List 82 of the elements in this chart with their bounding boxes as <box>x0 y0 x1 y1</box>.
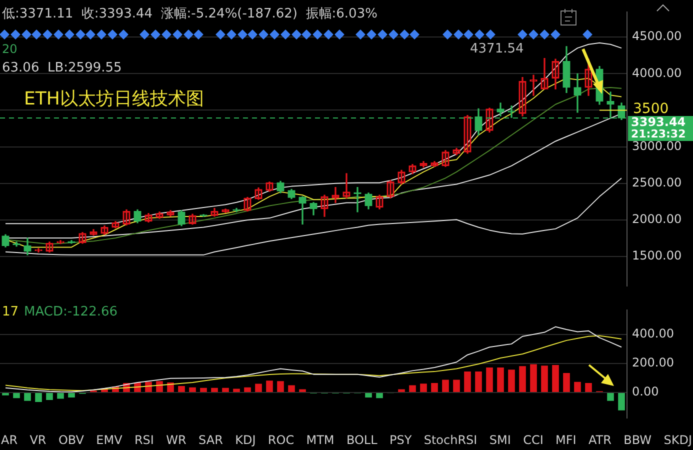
bar <box>68 393 75 398</box>
text: CCI <box>523 433 544 447</box>
bar <box>519 366 526 392</box>
bar <box>156 381 163 392</box>
bar <box>222 388 229 392</box>
bar <box>277 381 284 392</box>
y-tick-label: 200.00 <box>632 356 674 370</box>
bar <box>574 382 581 392</box>
bar <box>255 384 262 392</box>
candlestick <box>574 73 582 113</box>
text: EMV <box>96 433 122 447</box>
y-tick-label: 4500.00 <box>632 29 682 44</box>
text: MFI <box>556 433 576 447</box>
text: RSI <box>134 433 154 447</box>
bar <box>464 372 471 392</box>
annotation: 低:3371.11 收:3393.44 涨幅:-5.24%(-187.62) 振幅:6.03% <box>2 6 378 22</box>
bar <box>376 393 383 398</box>
bar <box>200 388 207 392</box>
bar <box>486 367 493 392</box>
bar <box>57 393 64 399</box>
text: StochRSI <box>424 433 478 447</box>
text: PSY <box>389 433 412 447</box>
text: KDJ <box>235 433 256 447</box>
text: 21:23:32 <box>631 127 686 140</box>
text: WR <box>166 433 186 447</box>
bar <box>497 367 504 392</box>
candlestick <box>298 196 306 225</box>
text: ATR <box>588 433 612 447</box>
bar <box>288 385 295 392</box>
text: SMI <box>489 433 511 447</box>
annotation: 20 <box>2 42 18 56</box>
bar <box>211 388 218 392</box>
y-tick-label: 400.00 <box>632 326 674 340</box>
bar <box>475 372 482 392</box>
text: BBW <box>624 433 652 447</box>
text: SAR <box>198 433 223 447</box>
bar <box>145 382 152 392</box>
bar <box>266 380 273 392</box>
y-tick-label: 3000.00 <box>632 138 682 153</box>
annotation: 17 <box>2 304 19 320</box>
bar <box>233 388 240 392</box>
y-tick-label: 2000.00 <box>632 212 682 226</box>
ref-line-label: 3500 <box>633 100 669 117</box>
text: OBV <box>58 433 84 447</box>
bar <box>46 393 53 400</box>
bar <box>541 366 548 392</box>
y-tick-label: 1500.00 <box>632 248 682 263</box>
annotation: 63.06 LB:2599.55 <box>2 60 122 76</box>
text: MTM <box>306 433 334 447</box>
y-tick-label: 4000.00 <box>632 66 682 80</box>
bar <box>431 383 438 392</box>
bar <box>178 386 185 392</box>
y-tick-label: 0.00 <box>632 384 659 399</box>
bar <box>13 393 20 398</box>
text: AR <box>1 433 18 447</box>
bar <box>607 393 614 401</box>
bar <box>618 393 625 410</box>
bar <box>420 384 427 392</box>
bar <box>409 385 416 392</box>
bar <box>244 387 251 392</box>
bar <box>563 373 570 392</box>
bar <box>35 393 42 402</box>
bar <box>189 387 196 392</box>
bar <box>299 389 306 392</box>
annotation: 4371.54 <box>470 41 524 56</box>
bar <box>24 393 31 401</box>
text: BOLL <box>346 433 378 447</box>
text: SKDJ <box>664 433 692 447</box>
bar <box>585 383 592 392</box>
annotation: MACD:-122.66 <box>24 304 118 320</box>
text: VR <box>30 433 46 447</box>
bar <box>508 370 515 392</box>
bar <box>552 365 559 392</box>
bar <box>442 380 449 392</box>
bar <box>530 364 537 392</box>
text: ETH以太坊日线技术图 <box>24 88 204 110</box>
text: ROC <box>268 433 294 447</box>
bar <box>453 380 460 392</box>
bar <box>365 393 372 398</box>
bar <box>398 389 405 392</box>
ref-line-label: 3393.44 <box>631 115 686 130</box>
y-tick-label: 2500.00 <box>632 176 682 190</box>
